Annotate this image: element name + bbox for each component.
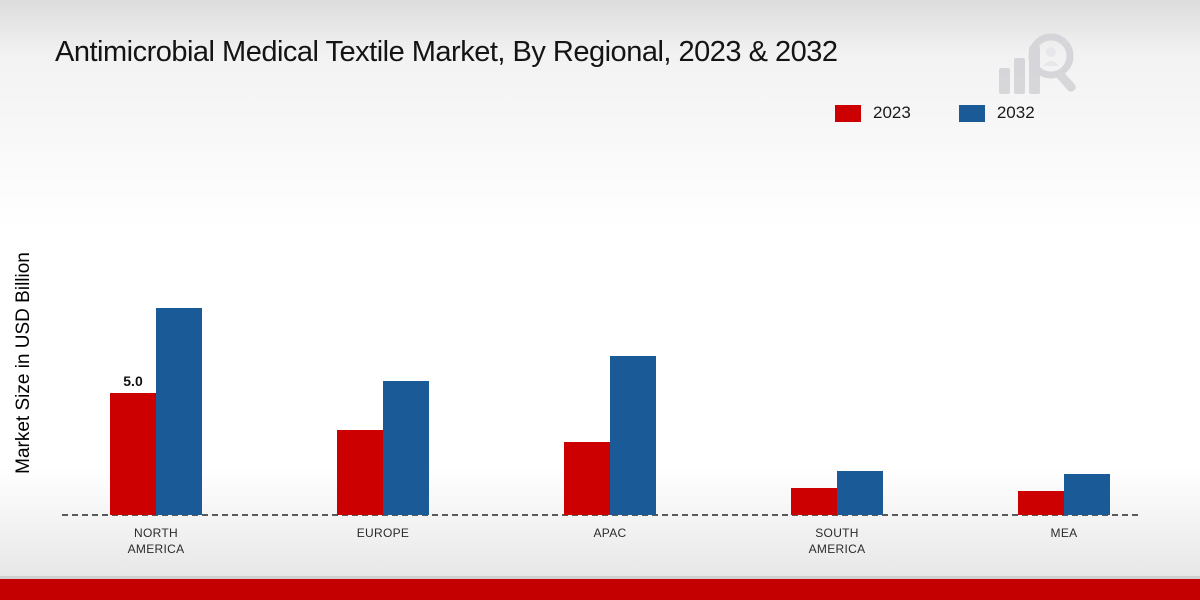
legend-swatch-2032: [958, 104, 985, 122]
bar-2023-europe: [337, 430, 383, 515]
legend-item-2032: 2032: [958, 103, 1035, 123]
category-label-apac: APAC: [593, 526, 627, 540]
legend: 2023 2032: [835, 103, 1035, 123]
footer-strip: [0, 576, 1200, 579]
category-label-europe: EUROPE: [356, 526, 410, 540]
x-axis-line: [62, 514, 1138, 516]
bar-2032-europe: [383, 381, 429, 515]
bar-2032-apac: [610, 356, 656, 515]
y-axis-label: Market Size in USD Billion: [13, 252, 34, 474]
category-label-south-america: SOUTH AMERICA: [808, 526, 866, 556]
footer-bar: [0, 579, 1200, 600]
legend-label-2032: 2032: [996, 103, 1035, 122]
chart-title: Antimicrobial Medical Textile Market, By…: [55, 36, 838, 68]
bar-2023-south-america: [791, 488, 837, 515]
bar-2023-apac: [564, 442, 610, 515]
category-label-north-america: NORTH AMERICA: [127, 526, 185, 556]
bar-2032-south-america: [837, 471, 883, 515]
legend-swatch-2023: [835, 104, 861, 122]
category-label-mea: MEA: [1050, 526, 1078, 540]
bar-2032-north-america: [156, 308, 202, 515]
bar-2023-north-america: [110, 393, 156, 515]
bar-value-label: 5.0: [123, 373, 143, 389]
brand-logo-icon: [999, 33, 1076, 94]
legend-item-2023: 2023: [835, 103, 911, 123]
bar-2032-mea: [1064, 474, 1110, 515]
legend-label-2023: 2023: [873, 103, 911, 122]
bar-2023-mea: [1018, 491, 1064, 515]
